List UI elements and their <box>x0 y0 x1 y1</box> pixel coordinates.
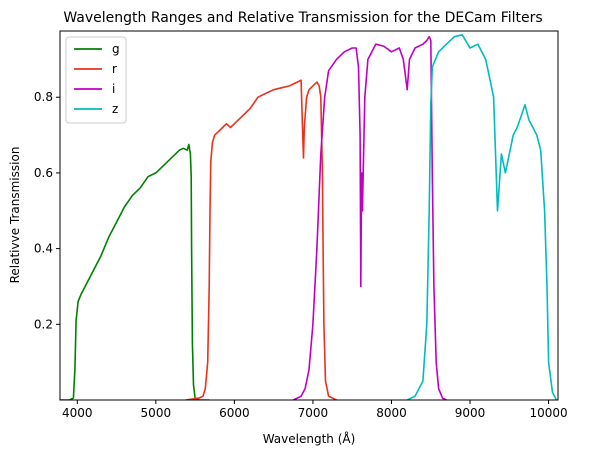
x-tick-label: 9000 <box>455 406 486 420</box>
x-tick-label: 8000 <box>376 406 407 420</box>
chart-title: Wavelength Ranges and Relative Transmiss… <box>63 10 542 26</box>
x-tick-label: 5000 <box>141 406 172 420</box>
series-line-r <box>185 79 337 400</box>
x-tick-label: 7000 <box>298 406 329 420</box>
legend-label-i: i <box>112 82 115 96</box>
y-tick-label: 0.6 <box>34 166 53 180</box>
legend-label-g: g <box>112 42 120 56</box>
legend-box <box>65 36 127 124</box>
legend-label-r: r <box>112 62 117 76</box>
x-tick-label: 4000 <box>62 406 93 420</box>
x-tick-label: 10000 <box>529 406 567 420</box>
series-line-i <box>292 35 447 400</box>
plot-area-frame <box>59 30 559 401</box>
series-line-z <box>406 34 558 400</box>
y-tick-label: 0.8 <box>34 90 53 104</box>
y-axis-label: Relativve Transmission <box>8 147 22 284</box>
series-line-g <box>60 143 210 400</box>
y-axis: 0.2 0.4 0.6 0.8 <box>34 90 60 331</box>
x-axis: 4000 5000 6000 7000 8000 9000 10000 <box>62 400 568 420</box>
y-tick-label: 0.4 <box>34 242 53 256</box>
legend-label-z: z <box>112 102 118 116</box>
y-tick-label: 0.2 <box>34 317 53 331</box>
x-tick-label: 6000 <box>219 406 250 420</box>
x-axis-label: Wavelength (Å) <box>263 431 356 446</box>
